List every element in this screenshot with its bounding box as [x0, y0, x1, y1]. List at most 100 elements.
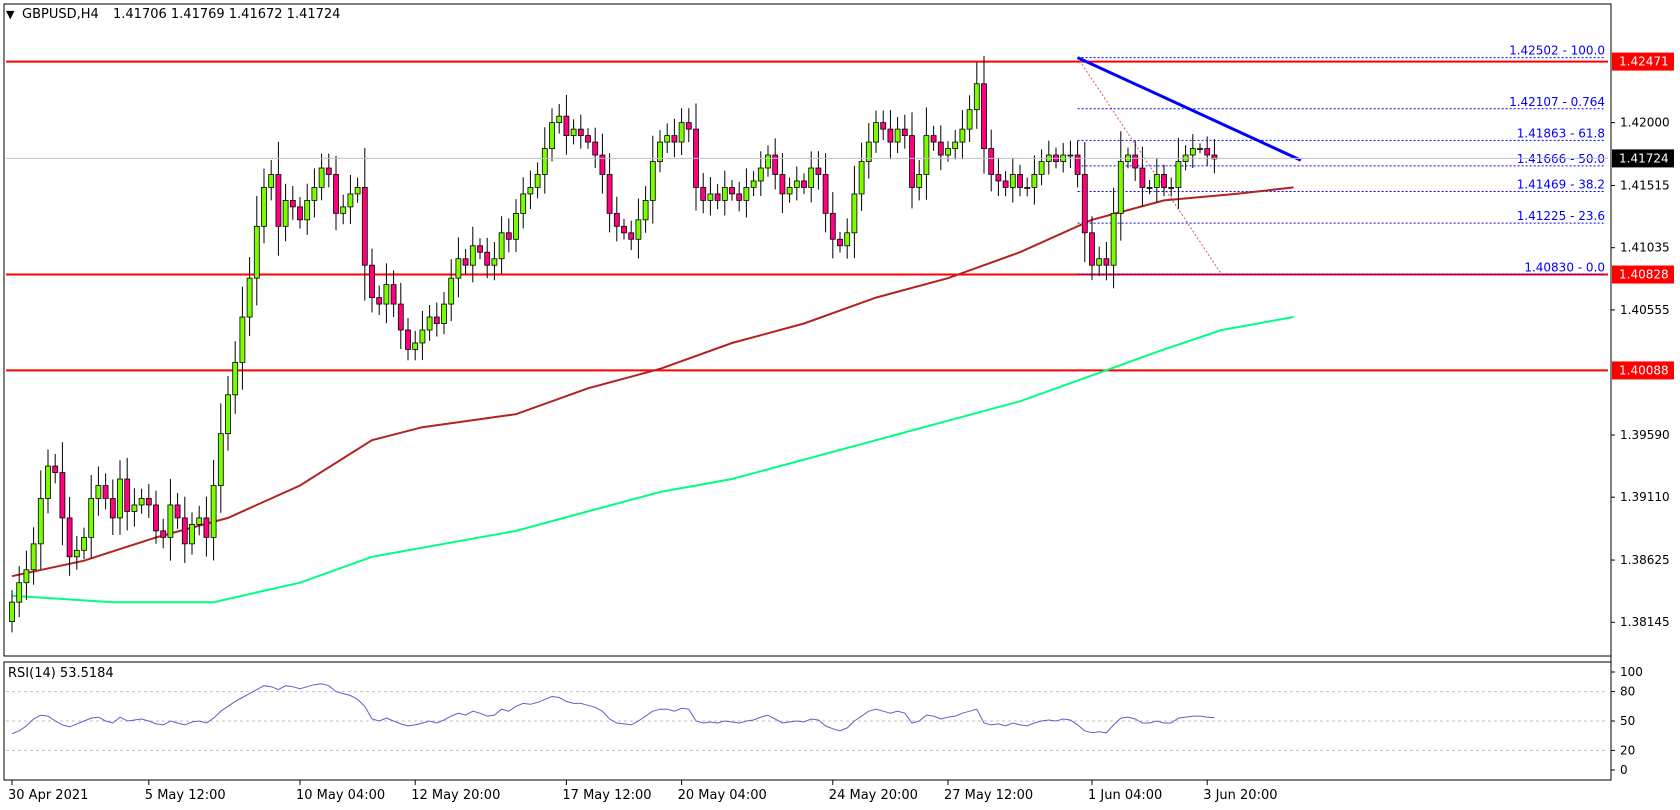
bear-candle	[772, 154, 779, 175]
bear-candle	[1017, 174, 1023, 188]
bull-candle	[973, 83, 980, 111]
bull-candle	[743, 187, 750, 201]
bull-candle	[261, 187, 267, 227]
bull-candle	[808, 167, 815, 188]
bull-candle	[117, 478, 123, 519]
bear-candle	[714, 193, 721, 201]
price-tick-label: 1.42000	[1620, 116, 1670, 130]
bear-candle	[779, 174, 786, 195]
bull-candle	[9, 601, 15, 622]
bear-candle	[599, 154, 606, 175]
bear-candle	[621, 225, 627, 234]
time-tick-label: 1 Jun 04:00	[1088, 788, 1162, 803]
bear-candle	[1002, 180, 1009, 188]
bull-candle	[37, 498, 44, 545]
bull-candle	[426, 316, 433, 331]
bull-candle	[894, 128, 901, 143]
bear-candle	[981, 83, 987, 149]
level-price-tag	[1612, 52, 1674, 71]
bull-candle	[455, 258, 462, 279]
rsi-tick-label: 100	[1620, 665, 1643, 679]
bull-candle	[448, 277, 455, 305]
time-tick-label: 12 May 20:00	[411, 788, 500, 803]
fib-level-label: 1.42107 - 0.764	[1509, 95, 1605, 109]
bull-candle	[851, 193, 858, 234]
bear-candle	[66, 517, 73, 558]
bear-candle	[937, 141, 944, 156]
bull-candle	[1110, 212, 1117, 266]
bull-candle	[138, 498, 145, 506]
bull-candle	[541, 148, 548, 175]
level-price-tag-text: 1.42471	[1619, 55, 1669, 69]
bull-candle	[253, 225, 260, 279]
bull-candle	[786, 187, 793, 195]
bear-candle	[577, 128, 584, 136]
bull-candle	[1038, 161, 1045, 175]
bull-candle	[45, 465, 51, 499]
bull-candle	[707, 193, 714, 201]
bull-candle	[1175, 161, 1182, 188]
bull-candle	[959, 128, 966, 143]
level-price-tag	[1612, 265, 1674, 284]
price-tick-label: 1.38625	[1620, 553, 1670, 567]
bull-candle	[1153, 174, 1160, 188]
level-price-tag	[1612, 361, 1674, 380]
bull-candle	[30, 543, 37, 571]
bull-candle	[556, 115, 563, 124]
bear-candle	[628, 232, 635, 240]
bear-candle	[801, 180, 807, 188]
bull-candle	[513, 212, 519, 240]
bull-candle	[196, 517, 203, 525]
bull-candle	[721, 187, 728, 201]
bull-candle	[73, 549, 80, 558]
bull-candle	[570, 128, 577, 136]
level-price-tag-text: 1.40828	[1619, 268, 1669, 282]
bull-candle	[88, 498, 95, 538]
bear-candle	[405, 329, 411, 350]
level-price-tag-text: 1.40088	[1619, 363, 1669, 377]
bull-candle	[1009, 174, 1016, 188]
fib-level-label: 1.41666 - 50.0	[1517, 152, 1605, 166]
price-tick-label: 1.39110	[1620, 490, 1670, 504]
bull-candle	[239, 316, 246, 363]
bull-candle	[282, 199, 289, 227]
chart-menu-arrow-icon[interactable]: ▼	[6, 8, 15, 21]
bull-candle	[311, 187, 318, 201]
bear-candle	[369, 264, 375, 299]
bull-candle	[1197, 148, 1203, 150]
bear-candle	[829, 212, 836, 240]
bear-candle	[109, 498, 116, 519]
bull-candle	[347, 193, 354, 208]
price-tick-label: 1.39590	[1620, 428, 1670, 442]
bull-candle	[1024, 187, 1031, 189]
bull-candle	[304, 199, 311, 221]
bull-candle	[1096, 258, 1103, 266]
rsi-label: RSI(14) 53.5184	[8, 666, 114, 681]
bear-candle	[585, 135, 591, 143]
bull-candle	[757, 167, 764, 182]
bear-candle	[592, 141, 599, 156]
bull-candle	[793, 180, 800, 188]
bear-candle	[995, 174, 1002, 182]
bear-candle	[1204, 148, 1211, 156]
bear-candle	[700, 187, 707, 201]
bull-candle	[966, 109, 973, 130]
bear-candle	[477, 245, 483, 253]
bull-candle	[340, 206, 347, 214]
time-tick-label: 17 May 12:00	[562, 788, 651, 803]
bear-candle	[1211, 154, 1218, 160]
bear-candle	[160, 530, 167, 538]
bull-candle	[354, 187, 361, 195]
bear-candle	[880, 122, 887, 130]
bear-candle	[390, 284, 397, 305]
bull-candle	[1146, 187, 1153, 189]
bull-candle	[441, 303, 447, 324]
bear-candle	[484, 251, 491, 266]
bull-candle	[657, 141, 663, 162]
bear-candle	[1161, 174, 1167, 188]
bull-candle	[1189, 148, 1196, 156]
bull-candle	[189, 524, 195, 545]
bear-candle	[181, 517, 188, 545]
